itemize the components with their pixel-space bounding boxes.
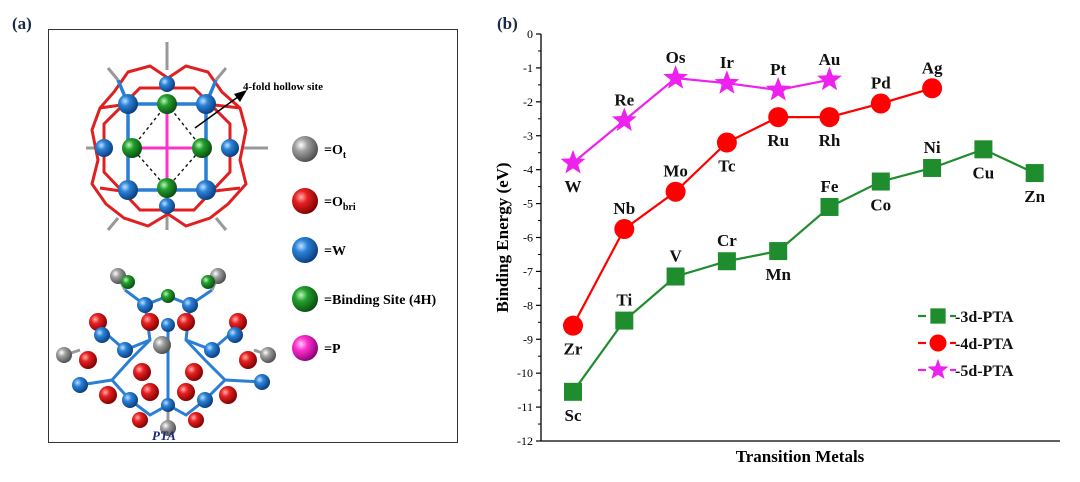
point-3d-ti bbox=[615, 311, 634, 330]
label-mo: Mo bbox=[663, 162, 688, 181]
panel-b-label: (b) bbox=[497, 14, 518, 33]
point-5d-pt bbox=[765, 77, 791, 101]
y-tick-label: -4 bbox=[523, 163, 533, 177]
y-tick-label: -11 bbox=[517, 400, 533, 414]
legend-ot-sub: t bbox=[343, 150, 347, 161]
point-3d-cr bbox=[717, 252, 736, 271]
label-cr: Cr bbox=[717, 231, 737, 250]
legend-3d-label: -3d-PTA bbox=[955, 309, 1014, 326]
y-tick-label: -9 bbox=[523, 332, 533, 346]
point-4d-rh bbox=[819, 107, 840, 128]
label-re: Re bbox=[614, 90, 634, 109]
point-3d-v bbox=[666, 267, 685, 286]
legend-3d-marker bbox=[930, 308, 946, 324]
y-tick-label: -2 bbox=[523, 95, 533, 109]
y-tick-label: -6 bbox=[523, 231, 533, 245]
y-tick-label: -5 bbox=[523, 197, 533, 211]
legend-obri-sub: bri bbox=[343, 202, 356, 213]
panel-a-frame bbox=[48, 29, 458, 443]
point-3d-fe bbox=[820, 197, 839, 216]
y-tick-label: -10 bbox=[517, 366, 533, 380]
point-5d-re bbox=[611, 107, 637, 131]
label-w: W bbox=[565, 177, 582, 196]
point-4d-ru bbox=[768, 107, 789, 128]
legend-4d-label: -4d-PTA bbox=[955, 336, 1014, 353]
legend-binding-item: =Binding Site (4H) bbox=[292, 286, 437, 312]
legend-p-item: =P bbox=[292, 335, 341, 361]
point-4d-nb bbox=[614, 219, 635, 240]
point-4d-pd bbox=[870, 93, 891, 114]
label-nb: Nb bbox=[613, 199, 635, 218]
hollow-site-annotation: 4-fold hollow site bbox=[243, 81, 323, 93]
y-tick-label: -8 bbox=[523, 298, 533, 312]
legend-ot-item: =Ot bbox=[292, 136, 347, 162]
point-4d-tc bbox=[716, 132, 737, 153]
legend-5d-label: -5d-PTA bbox=[955, 363, 1014, 380]
legend-w-text: =W bbox=[324, 244, 346, 259]
point-5d-os bbox=[663, 65, 688, 89]
top-view-molecule: 4-fold hollow site bbox=[86, 42, 323, 231]
side-view-molecule: PTA bbox=[56, 268, 276, 443]
point-5d-w bbox=[560, 149, 586, 174]
x-axis-title: Transition Metals bbox=[736, 447, 865, 466]
legend-obri-item: =Obri bbox=[292, 188, 356, 214]
point-5d-au bbox=[817, 66, 842, 91]
label-rh: Rh bbox=[819, 131, 841, 150]
legend-ot-text: =O bbox=[324, 143, 343, 158]
y-tick-label: 0 bbox=[527, 27, 533, 41]
label-os: Os bbox=[666, 48, 686, 67]
point-4d-ag bbox=[922, 78, 943, 99]
label-pd: Pd bbox=[871, 74, 891, 93]
panel-a-structure: 4-fold hollow site bbox=[56, 42, 437, 443]
label-co: Co bbox=[870, 196, 891, 215]
y-tick-label: -12 bbox=[517, 434, 533, 448]
label-fe: Fe bbox=[821, 177, 839, 196]
point-4d-zr bbox=[563, 315, 583, 336]
label-v: V bbox=[669, 247, 682, 266]
pta-caption: PTA bbox=[152, 428, 176, 443]
point-3d-mn bbox=[769, 242, 788, 261]
label-mn: Mn bbox=[765, 265, 791, 284]
panel-a-label: (a) bbox=[12, 14, 32, 33]
y-tick-label: -1 bbox=[523, 61, 533, 75]
series-5d-line bbox=[572, 76, 830, 164]
legend-5d-marker bbox=[927, 358, 949, 379]
point-4d-mo bbox=[665, 181, 686, 202]
label-sc: Sc bbox=[565, 406, 582, 425]
y-tick-label: -3 bbox=[523, 129, 533, 143]
atom-legend: =Ot =Obri =W =Binding Site (4H) =P bbox=[292, 136, 437, 361]
label-cu: Cu bbox=[973, 163, 995, 182]
label-ag: Ag bbox=[922, 58, 943, 77]
point-3d-zn bbox=[1025, 164, 1044, 183]
legend-p-text: =P bbox=[324, 342, 341, 357]
legend-4d-marker bbox=[929, 334, 947, 352]
label-au: Au bbox=[819, 50, 841, 69]
label-pt: Pt bbox=[770, 60, 786, 79]
label-tc: Tc bbox=[718, 157, 736, 176]
svg-text:=Obri: =Obri bbox=[324, 195, 356, 213]
legend-obri-text: =O bbox=[324, 195, 343, 210]
label-zn: Zn bbox=[1024, 187, 1045, 206]
point-3d-co bbox=[871, 172, 890, 191]
point-3d-ni bbox=[923, 158, 942, 177]
label-ir: Ir bbox=[720, 53, 735, 72]
point-3d-sc bbox=[564, 382, 582, 401]
legend-w-item: =W bbox=[292, 237, 346, 263]
point-5d-ir bbox=[714, 70, 740, 94]
label-ti: Ti bbox=[616, 291, 632, 310]
series-3d-line bbox=[572, 148, 1036, 393]
legend-binding-text: =Binding Site (4H) bbox=[324, 293, 437, 308]
y-tick-label: -7 bbox=[523, 264, 533, 278]
svg-text:=Ot: =Ot bbox=[324, 143, 347, 161]
label-zr: Zr bbox=[564, 340, 583, 359]
label-ni: Ni bbox=[924, 138, 941, 157]
point-3d-cu bbox=[974, 140, 993, 159]
label-ru: Ru bbox=[767, 131, 789, 150]
y-axis-title: Binding Energy (eV) bbox=[493, 162, 512, 312]
